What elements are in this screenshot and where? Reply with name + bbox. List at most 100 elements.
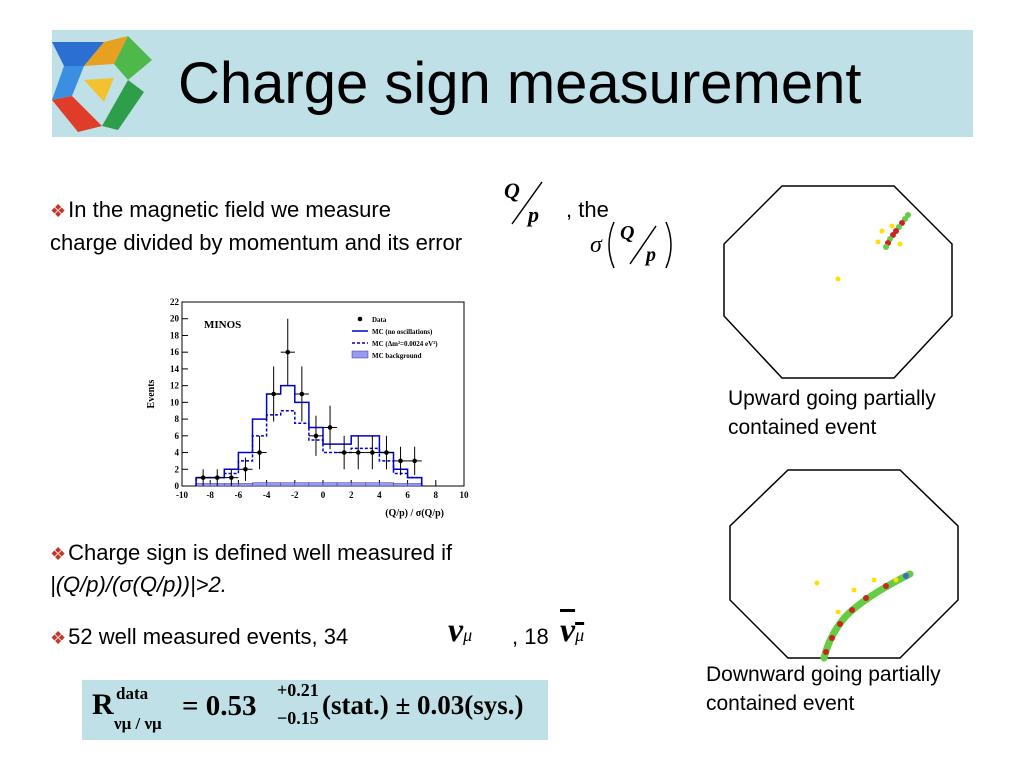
upward-track (875, 212, 911, 250)
x-tick-label: -2 (291, 490, 299, 500)
bullet-3-line: ❖52 well measured events, 34 (50, 622, 348, 653)
data-point (257, 450, 262, 455)
nu-symbol: ν (448, 612, 464, 649)
upward-event-display (723, 185, 953, 379)
formula-sub: νμ / νμ (114, 714, 162, 733)
downward-event-display (729, 469, 959, 662)
bullet-2-line-1: ❖Charge sign is defined well measured if (50, 538, 452, 569)
x-tick-label: 8 (434, 490, 439, 500)
formula-sup: data (116, 684, 149, 703)
background-bar (379, 482, 394, 487)
y-tick-label: 6 (175, 431, 180, 441)
q-over-p: Q p (498, 178, 548, 228)
fraction-slash-icon (511, 181, 543, 225)
data-point (285, 349, 291, 355)
x-tick-label: -10 (176, 490, 188, 500)
nu-mu-symbol: νμ (448, 612, 472, 650)
title-bar (52, 30, 973, 137)
data-point (214, 475, 220, 480)
p-symbol: p (528, 202, 539, 227)
chart-title: MINOS (204, 319, 241, 331)
background-bar (407, 483, 422, 487)
upward-caption-line-1: Upward going partially (728, 387, 936, 410)
sigma-symbol: σ (590, 232, 602, 258)
downward-caption-line-2: contained event (706, 692, 855, 715)
data-point (271, 391, 276, 397)
upward-caption-line-2: contained event (728, 416, 877, 439)
y-tick-label: 14 (170, 364, 180, 374)
y-tick-label: 8 (175, 414, 180, 424)
diamond-bullet-icon: ❖ (50, 544, 67, 564)
downward-track (814, 573, 909, 655)
minos-histogram: 0 2 4 6 8 10 12 14 16 18 20 22 -10 -8 -6 -4 -2 0 2 4 6 8 10 MIN… (146, 297, 470, 519)
bullet-1-line-1: ❖In the magnetic field we measure (50, 195, 391, 226)
y-axis-label: Events (146, 379, 157, 408)
q-symbol: Q (504, 178, 520, 203)
data-point (200, 475, 206, 480)
y-tick-label: 10 (170, 397, 180, 407)
y-tick-label: 22 (170, 297, 180, 307)
bullet-3-mid: , 18 (512, 624, 549, 649)
data-point (229, 475, 234, 480)
bullet-2-line-2: |(Q/p)/(σ(Q/p))|>2. (50, 572, 227, 597)
formula-plus-error: +0.21 (277, 680, 319, 700)
logo-icon (52, 36, 152, 132)
y-tick-label: 18 (170, 330, 180, 340)
background-bar (238, 483, 253, 487)
background-bar (350, 482, 366, 487)
formula-rest: (stat.) ± 0.03(sys.) (322, 690, 524, 720)
data-point (370, 450, 375, 455)
background-bar (294, 482, 310, 487)
formula-minus-error: −0.15 (277, 708, 319, 728)
data-point (398, 458, 403, 464)
x-tick-label: 2 (349, 490, 354, 500)
y-tick-label: 2 (175, 464, 180, 474)
legend-entry: MC background (372, 352, 422, 360)
bullet-1-line-2: charge divided by momentum and its error (50, 230, 463, 255)
bullet-1-text: In the magnetic field we measure (68, 197, 391, 222)
p-symbol: p (646, 244, 656, 266)
data-point (341, 450, 347, 455)
y-tick-label: 0 (175, 481, 180, 491)
r-symbol: R (92, 688, 114, 721)
downward-caption-line-1: Downward going partially (706, 663, 941, 686)
antinu-mu-symbol: νμ (560, 612, 584, 650)
x-tick-label: 10 (460, 490, 470, 500)
page-title: Charge sign measurement (178, 51, 862, 116)
q-symbol: Q (620, 222, 635, 244)
data-point (384, 450, 389, 455)
sigma-q-over-p: σ Q p (590, 218, 680, 272)
legend-entry: MC (Δm²=0.0024 eV²) (372, 340, 438, 348)
x-tick-label: -4 (263, 490, 271, 500)
bullet-1-after: , the (566, 197, 609, 222)
background-bar (393, 483, 408, 487)
mu-symbol: μ (575, 625, 585, 645)
legend-marker (357, 316, 363, 322)
data-point (412, 458, 417, 464)
nu-symbol: ν (560, 612, 576, 649)
background-bar (308, 482, 324, 487)
x-axis-label: (Q/p) / σ(Q/p) (385, 508, 444, 519)
background-bar (252, 482, 267, 487)
bullet-3-text: 52 well measured events, 34 (68, 624, 349, 649)
background-bar (322, 482, 338, 487)
y-tick-label: 12 (170, 381, 180, 391)
background-bar (280, 482, 296, 487)
diamond-bullet-icon: ❖ (50, 201, 67, 221)
x-tick-label: -8 (206, 490, 214, 500)
x-tick-label: 6 (405, 490, 410, 500)
data-point (327, 425, 333, 430)
legend-entry: MC (no oscillations) (372, 328, 433, 336)
data-point (313, 433, 319, 439)
formula-value: = 0.53 (182, 690, 257, 722)
paren-fraction-icon (608, 221, 672, 269)
x-tick-label: -6 (235, 490, 243, 500)
diamond-bullet-icon: ❖ (50, 628, 67, 648)
legend-entry: Data (372, 316, 387, 324)
mu-symbol: μ (463, 625, 473, 645)
ratio-formula-box: R data νμ / νμ = 0.53 +0.21 −0.15 (stat.… (82, 680, 548, 740)
legend-marker (351, 350, 369, 359)
y-tick-label: 4 (175, 448, 180, 458)
data-point (243, 466, 248, 472)
data-point (355, 450, 361, 455)
